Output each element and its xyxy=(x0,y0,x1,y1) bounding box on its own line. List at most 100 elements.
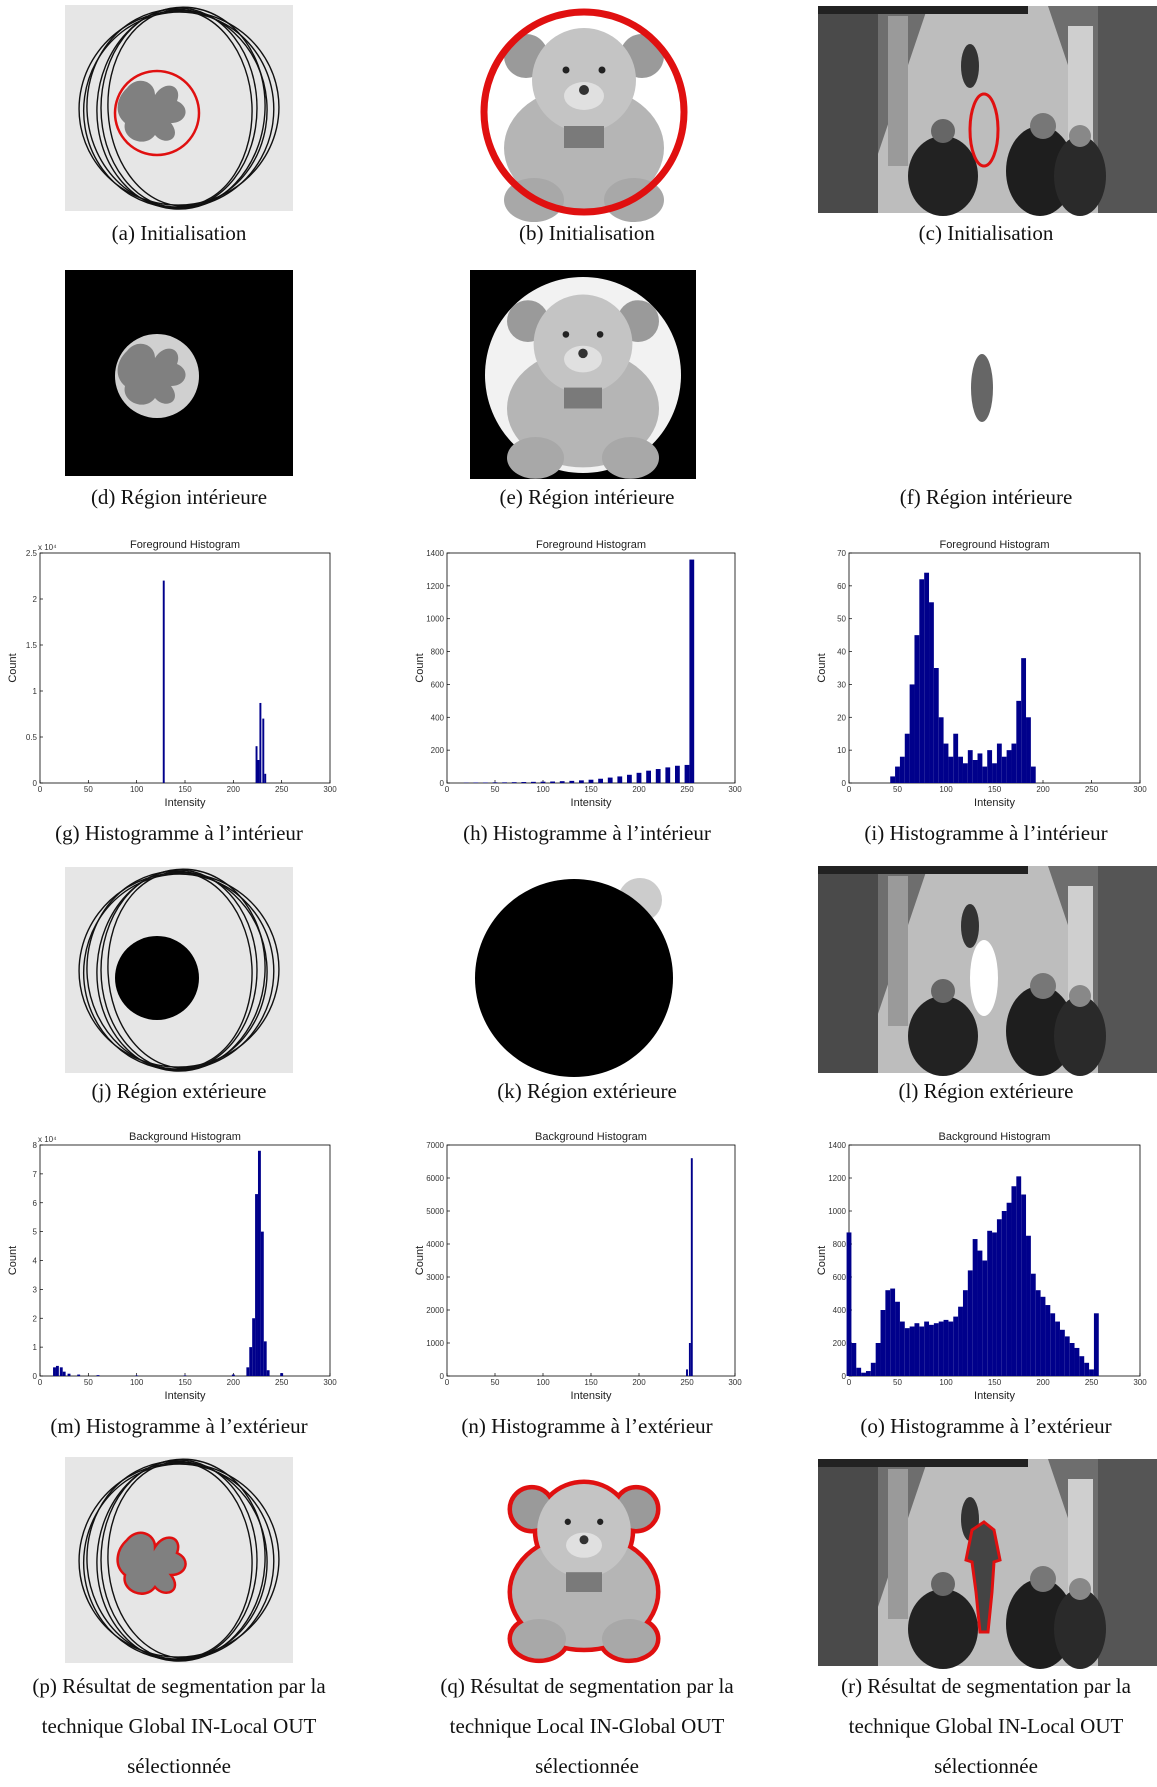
x-tick-label: 0 xyxy=(847,785,852,794)
x-tick-label: 0 xyxy=(445,1378,450,1387)
bar xyxy=(77,1374,81,1376)
plot-frame xyxy=(446,552,736,784)
bar xyxy=(924,572,930,783)
y-tick-label: 1200 xyxy=(828,1174,846,1183)
plot-frame xyxy=(39,552,331,784)
bar xyxy=(890,776,896,783)
x-tick-label: 50 xyxy=(491,785,500,794)
y-tick-label: 4000 xyxy=(426,1240,444,1249)
x-tick-label: 50 xyxy=(893,1378,902,1387)
x-tick-label: 50 xyxy=(84,785,93,794)
y-tick-label: 7000 xyxy=(426,1141,444,1150)
chart-title: Background Histogram xyxy=(939,1131,1051,1143)
bar xyxy=(257,1150,261,1376)
x-axis-label: Intensity xyxy=(974,797,1015,809)
bar xyxy=(688,1343,691,1376)
y-tick-label: 200 xyxy=(833,1339,847,1348)
x-axis-label: Intensity xyxy=(974,1390,1015,1402)
y-tick-label: 30 xyxy=(837,680,846,689)
bar xyxy=(977,1250,983,1376)
bar xyxy=(982,1260,988,1376)
bar xyxy=(1001,756,1007,783)
bar xyxy=(929,1324,934,1376)
bar xyxy=(1006,750,1012,783)
bar xyxy=(540,781,546,783)
bar xyxy=(550,781,555,783)
bar xyxy=(62,1371,66,1376)
bar xyxy=(636,772,642,783)
bar xyxy=(972,1239,978,1376)
x-tick-label: 300 xyxy=(728,1378,742,1387)
bar xyxy=(162,580,165,783)
x-tick-label: 200 xyxy=(1036,1378,1050,1387)
y-tick-label: 600 xyxy=(833,1273,847,1282)
bar xyxy=(1050,1313,1056,1376)
x-tick-label: 300 xyxy=(1133,1378,1147,1387)
x-tick-label: 300 xyxy=(728,785,742,794)
bar xyxy=(880,1310,886,1376)
caption: (h) Histogramme à l’intérieur xyxy=(463,821,711,845)
bar xyxy=(953,1316,959,1376)
image-q xyxy=(512,1484,656,1659)
x-tick-label: 250 xyxy=(275,785,289,794)
bar xyxy=(255,1194,258,1376)
bar xyxy=(521,782,527,783)
caption: (m) Histogramme à l’extérieur xyxy=(50,1414,307,1438)
y-tick-label: 60 xyxy=(837,582,846,591)
y-tick-label: 800 xyxy=(833,1240,847,1249)
bar xyxy=(933,668,939,783)
y-tick-label: 6 xyxy=(33,1199,38,1208)
y-tick-label: 20 xyxy=(837,713,846,722)
image-r xyxy=(818,1459,1157,1669)
bar xyxy=(646,770,651,783)
bar xyxy=(1055,1321,1060,1376)
bar xyxy=(53,1367,56,1376)
bar xyxy=(895,1301,900,1376)
caption: (d) Région intérieure xyxy=(91,485,267,509)
caption: (c) Initialisation xyxy=(919,221,1054,245)
bar xyxy=(972,760,978,783)
bar xyxy=(1026,1235,1031,1376)
bar xyxy=(511,782,517,783)
bar xyxy=(689,559,695,783)
bar xyxy=(962,763,968,783)
x-tick-label: 150 xyxy=(584,1378,598,1387)
bar xyxy=(492,782,498,783)
y-tick-label: 3000 xyxy=(426,1273,444,1282)
bar xyxy=(263,1341,267,1376)
chart-title: Foreground Histogram xyxy=(536,539,646,551)
y-tick-label: 5000 xyxy=(426,1207,444,1216)
y-tick-label: 1 xyxy=(33,687,38,696)
bar xyxy=(992,763,997,783)
bar xyxy=(948,756,954,783)
bar xyxy=(1040,1296,1046,1376)
y-tick-label: 1000 xyxy=(426,615,444,624)
x-tick-label: 200 xyxy=(632,785,646,794)
y-tick-label: 0 xyxy=(440,779,445,788)
caption: (l) Région extérieure xyxy=(899,1079,1074,1103)
histogram: Background Histogram Intensity Count 0 50 100… xyxy=(816,1131,1147,1402)
bar xyxy=(655,769,661,783)
y-axis-label: Count xyxy=(7,1246,19,1275)
image-b xyxy=(473,8,695,222)
y-tick-label: 1.5 xyxy=(26,641,38,650)
y-tick-label: 50 xyxy=(837,615,846,624)
bar xyxy=(919,579,925,783)
caption: (q) Résultat de segmentation par la xyxy=(440,1674,734,1698)
bar xyxy=(183,1375,187,1376)
caption: (r) Résultat de segmentation par la xyxy=(841,1674,1131,1698)
bar xyxy=(252,1318,256,1376)
x-tick-label: 100 xyxy=(130,1378,144,1387)
x-tick-label: 150 xyxy=(178,785,192,794)
y-tick-label: 1000 xyxy=(828,1207,846,1216)
y-tick-label: 1400 xyxy=(828,1141,846,1150)
bar xyxy=(953,733,959,783)
y-tick-label: 1200 xyxy=(426,582,444,591)
image-f xyxy=(971,354,993,422)
bar xyxy=(914,635,920,783)
x-tick-label: 100 xyxy=(939,1378,953,1387)
bar xyxy=(914,1323,920,1376)
y-tick-label: 8 xyxy=(33,1141,38,1150)
bar xyxy=(135,1375,139,1376)
